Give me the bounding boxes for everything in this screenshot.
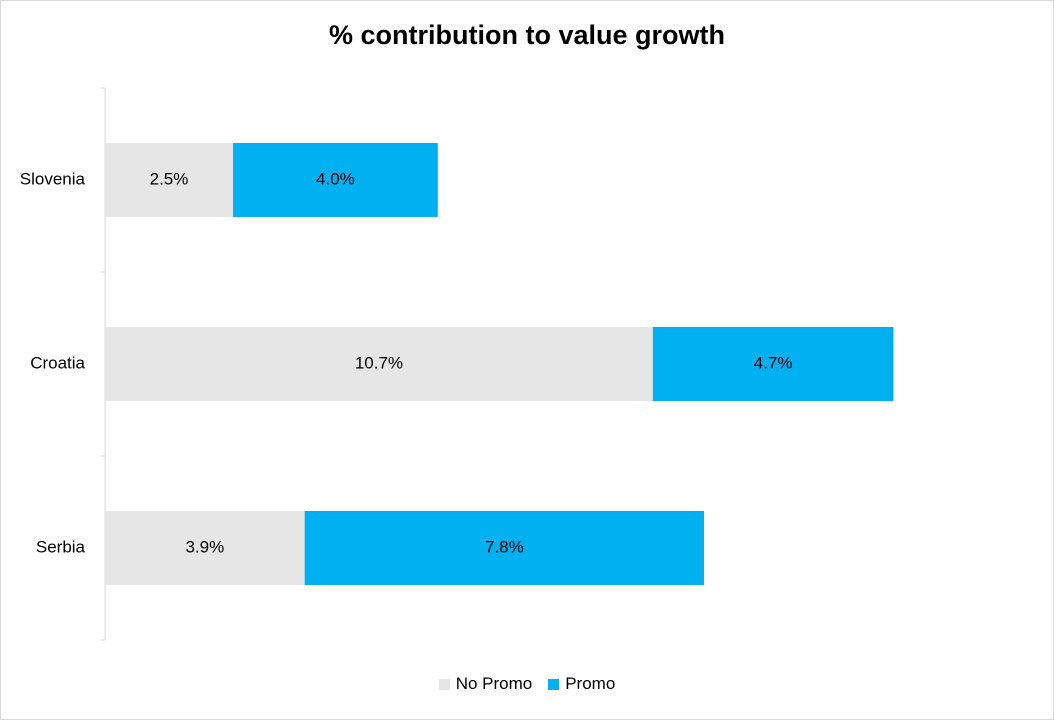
legend-label-no-promo: No Promo [455,674,533,693]
bars [105,143,894,585]
data-label-serbia-no-promo: 3.9% [185,537,224,556]
legend-item-promo: Promo [548,674,615,694]
legend-swatch-no-promo [438,678,450,690]
bar-slovenia-promo [233,143,438,217]
bar-croatia-promo [652,327,894,401]
bar-croatia-no-promo [105,327,653,401]
data-label-croatia-promo: 4.7% [754,353,793,372]
y-axis [100,87,106,641]
data-labels: 2.5% 4.0% 10.7% 4.7% 3.9% 7.8% [150,169,793,556]
data-label-serbia-promo: 7.8% [485,537,524,556]
legend-label-promo: Promo [565,674,616,693]
bar-slovenia-no-promo [105,143,233,217]
category-label-serbia: Serbia [36,537,86,556]
legend-swatch-promo [548,678,560,690]
data-label-slovenia-promo: 4.0% [316,169,355,188]
data-label-slovenia-no-promo: 2.5% [150,169,189,188]
bar-serbia-no-promo [105,511,305,585]
category-label-slovenia: Slovenia [20,169,86,188]
data-label-croatia-no-promo: 10.7% [355,353,403,372]
chart-title: % contribution to value growth [329,20,725,50]
legend-item-no-promo: No Promo [438,674,533,694]
category-labels: Slovenia Croatia Serbia [20,169,86,556]
legend: No Promo Promo [0,674,1054,694]
category-label-croatia: Croatia [30,353,85,372]
bar-serbia-promo [304,511,705,585]
